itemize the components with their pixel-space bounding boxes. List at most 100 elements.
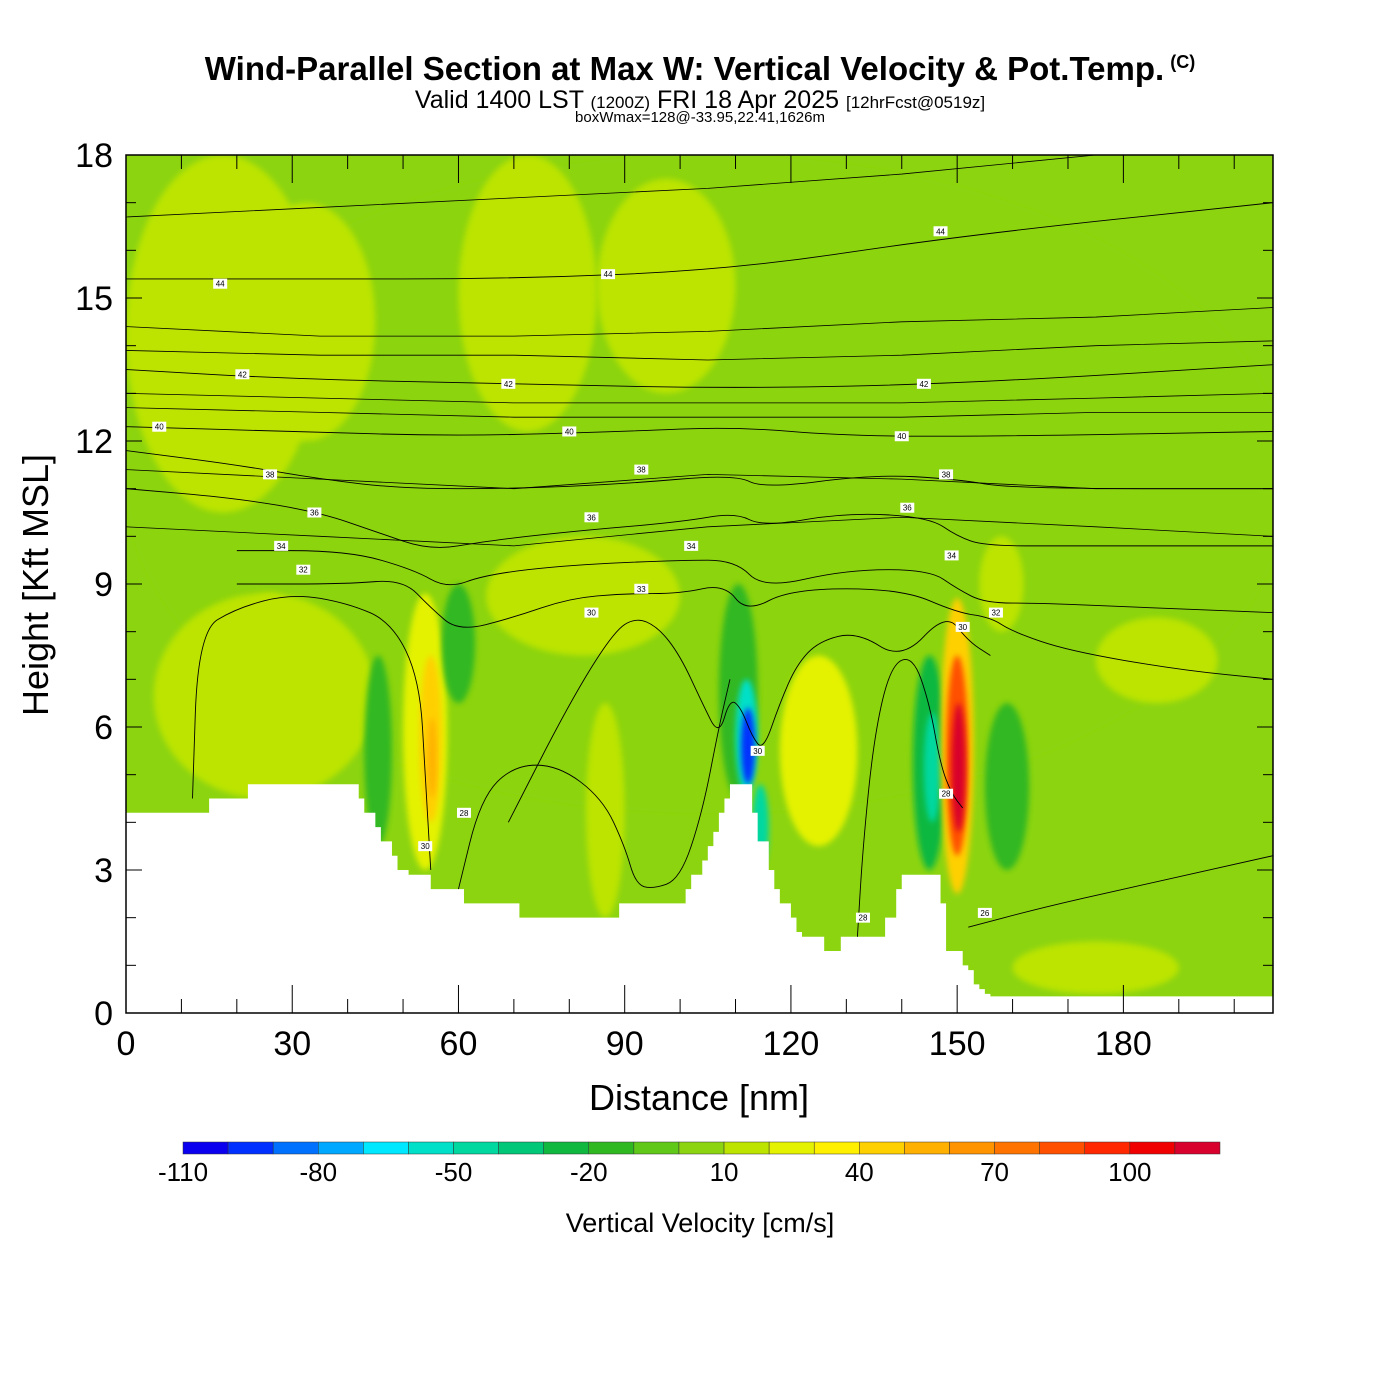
contour-label-bg — [939, 788, 954, 799]
velocity-cell-15 — [441, 584, 476, 704]
chart-title-text: Wind-Parallel Section at Max W: Vertical… — [204, 50, 1165, 87]
colorbar-swatch-21 — [1129, 1141, 1176, 1155]
colorbar-swatch-19 — [1039, 1141, 1085, 1155]
x-tick-label: 120 — [763, 1025, 820, 1063]
colorbar-swatch-10 — [633, 1141, 680, 1155]
contour-label-bg — [944, 550, 959, 561]
contour-32-5 — [236, 580, 1273, 680]
colorbar-label: 40 — [845, 1157, 874, 1187]
contour-label-24: 30 — [418, 841, 433, 852]
contour-label-text: 38 — [942, 470, 951, 479]
colorbar-title: Vertical Velocity [cm/s] — [566, 1208, 835, 1238]
isentrope-5 — [126, 307, 1273, 337]
contour-label-bg — [750, 745, 765, 756]
colorbar-swatch-8 — [543, 1141, 590, 1155]
contour-label-18: 32 — [296, 564, 311, 575]
contour-30-3 — [192, 595, 432, 871]
velocity-cell-27 — [984, 703, 1030, 870]
contour-label-11: 38 — [939, 469, 954, 480]
contour-label-bg — [916, 378, 931, 389]
contour-label-text: 26 — [980, 909, 989, 918]
velocity-cell-6 — [225, 593, 315, 775]
contour-label-16: 34 — [684, 540, 699, 551]
contour-label-bg — [418, 841, 433, 852]
velocity-cell-9 — [1095, 617, 1218, 704]
velocity-cell-21 — [796, 679, 847, 809]
contour-label-bg — [501, 378, 516, 389]
contour-label-22: 30 — [955, 621, 970, 632]
contour-label-text: 30 — [587, 609, 596, 618]
contour-label-25: 28 — [457, 807, 472, 818]
valid-date: FRI 18 Apr 2025 — [656, 86, 840, 114]
contour-label-bg — [235, 369, 250, 380]
velocity-cell-26 — [951, 703, 966, 832]
contour-label-23: 30 — [750, 745, 765, 756]
contour-label-text: 40 — [155, 423, 164, 432]
potential-temperature-contours — [126, 155, 1273, 937]
velocity-cell-8 — [585, 703, 625, 918]
y-tick-label: 9 — [94, 566, 113, 604]
contour-label-17: 34 — [944, 550, 959, 561]
contour-label-bg — [634, 464, 649, 475]
contour-label-10: 38 — [634, 464, 649, 475]
contour-label-bg — [274, 540, 289, 551]
copyright-mark: (C) — [1170, 52, 1196, 72]
velocity-cell-3 — [458, 155, 597, 432]
colorbar: -110 -80 -50 -20 10 40 70 100 — [158, 1141, 1221, 1187]
contour-label-text: 44 — [604, 270, 613, 279]
contour-28-2 — [856, 659, 964, 937]
contour-26-0 — [968, 855, 1273, 928]
contour-label-text: 40 — [565, 427, 574, 436]
contour-label-bg — [584, 607, 599, 618]
contour-label-text: 30 — [753, 747, 762, 756]
colorbar-swatch-7 — [498, 1141, 544, 1155]
contour-label-bg — [457, 807, 472, 818]
colorbar-swatch-3 — [318, 1141, 364, 1155]
contour-label-text: 42 — [238, 370, 247, 379]
chart-title: Wind-Parallel Section at Max W: Vertical… — [0, 50, 1400, 88]
colorbar-swatch-13 — [768, 1141, 815, 1155]
colorbar-swatch-4 — [363, 1141, 409, 1155]
velocity-cell-7 — [486, 536, 681, 656]
contour-label-text: 32 — [991, 609, 1000, 618]
valid-prefix: Valid 1400 LST — [414, 86, 584, 114]
colorbar-swatch-6 — [453, 1141, 499, 1155]
colorbar-swatch-5 — [408, 1141, 454, 1155]
x-axis-title: Distance [nm] — [589, 1077, 809, 1118]
contour-label-28: 26 — [977, 907, 992, 918]
contour-label-8: 40 — [894, 431, 909, 442]
contour-label-text: 36 — [587, 513, 596, 522]
contour-label-bg — [213, 278, 228, 289]
contour-label-text: 30 — [958, 623, 967, 632]
contour-label-bg — [634, 583, 649, 594]
contour-label-3: 42 — [235, 369, 250, 380]
contour-label-text: 34 — [947, 551, 956, 560]
colorbar-swatch-20 — [1084, 1141, 1131, 1155]
contour-label-7: 40 — [562, 426, 577, 437]
contour-label-text: 38 — [266, 470, 275, 479]
contour-label-20: 32 — [988, 607, 1003, 618]
colorbar-label: -110 — [158, 1157, 208, 1187]
x-tick-label: 150 — [929, 1025, 986, 1063]
colorbar-swatch-1 — [227, 1141, 274, 1155]
velocity-cell-11 — [364, 655, 392, 847]
contour-34-6 — [236, 550, 1273, 614]
colorbar-label: -80 — [299, 1157, 337, 1187]
contour-label-2: 44 — [933, 226, 948, 237]
contour-label-text: 36 — [310, 509, 319, 518]
contour-label-15: 34 — [274, 540, 289, 551]
contour-label-4: 42 — [501, 378, 516, 389]
x-tick-label: 60 — [440, 1025, 478, 1063]
terrain-mask — [126, 784, 1273, 1013]
x-tick-label: 0 — [117, 1025, 136, 1063]
contour-label-bg — [939, 469, 954, 480]
valid-utc: (1200Z) — [590, 93, 650, 112]
isentrope-1 — [126, 469, 1273, 490]
colorbar-swatch-0 — [182, 1141, 229, 1155]
colorbar-label: 100 — [1108, 1157, 1151, 1187]
contour-label-bg — [562, 426, 577, 437]
contour-label-text: 30 — [421, 842, 430, 851]
colorbar-swatch-9 — [588, 1141, 635, 1155]
colorbar-swatch-15 — [859, 1141, 905, 1155]
